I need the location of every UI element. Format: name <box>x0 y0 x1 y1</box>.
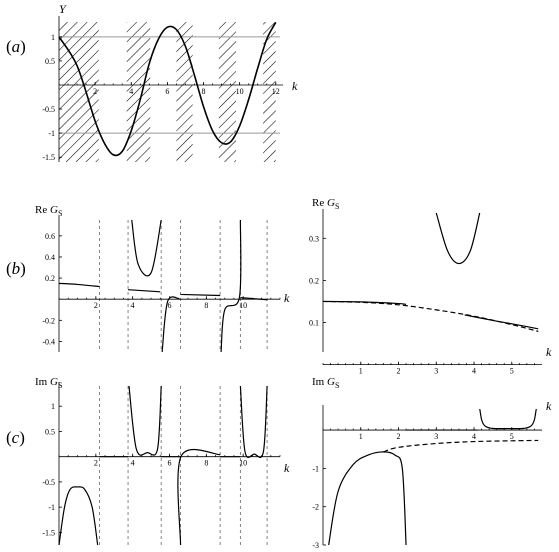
y-tick-label--0.5: -0.5 <box>42 478 55 487</box>
y-tick-label--1: -1 <box>48 503 55 512</box>
series-line-6 <box>239 385 268 459</box>
y-tick-label--1: -1 <box>48 129 55 138</box>
series-line-1 <box>128 289 161 293</box>
panel-a-xlabel: k <box>292 79 298 93</box>
panel-label-a: (a) <box>6 37 26 56</box>
x-tick-label-2: 2 <box>397 432 401 441</box>
series-line-5 <box>161 296 181 353</box>
panel-a-ylabel: Y <box>59 2 67 16</box>
series-line-0 <box>328 451 407 546</box>
x-tick-label-3: 3 <box>434 367 438 376</box>
panel-b-left-ylabel: Re GS <box>35 204 62 218</box>
y-tick-label-0.5: 0.5 <box>45 57 55 66</box>
x-tick-label-1: 1 <box>359 367 363 376</box>
panel-c-left-xlabel: k <box>284 461 290 475</box>
x-tick-label-5: 5 <box>510 432 514 441</box>
y-tick-label-0.5: 0.5 <box>45 427 55 436</box>
x-tick-label-4: 4 <box>129 87 133 96</box>
series-line-4 <box>131 219 162 277</box>
x-tick-label-6: 6 <box>165 87 169 96</box>
series-line-2 <box>128 385 162 456</box>
series-line-3 <box>240 297 268 301</box>
y-tick-label-0.1: 0.1 <box>309 319 319 328</box>
y-tick-label--1: -1 <box>312 464 319 473</box>
series-line-4 <box>177 448 221 546</box>
x-tick-label-10: 10 <box>236 87 244 96</box>
panel-b-right-ylabel: Re GS <box>312 197 339 211</box>
x-tick-label-2: 2 <box>94 301 98 310</box>
y-tick-label-1: 1 <box>51 33 55 42</box>
dashed-series-line-0 <box>322 300 539 332</box>
series-line-0 <box>58 282 100 288</box>
panel-label-c: (c) <box>6 428 25 447</box>
panel-b-right-xlabel: k <box>546 345 552 359</box>
hatched-band-4 <box>263 22 276 162</box>
x-tick-label-10: 10 <box>239 459 247 468</box>
y-tick-label--1.5: -1.5 <box>42 528 55 537</box>
series-line-2 <box>479 408 537 430</box>
series-line-6 <box>220 219 242 353</box>
chart-panel-c-left: 2 4 6 8 10 1 0.5 -0.5 -1 -1.5 <box>42 382 281 546</box>
y-tick-label-0.4: 0.4 <box>45 253 55 262</box>
x-tick-label-3: 3 <box>434 432 438 441</box>
panel-b-left-xlabel: k <box>284 291 290 305</box>
y-tick-label-0.2: 0.2 <box>45 274 55 283</box>
hatched-band-3 <box>218 22 237 162</box>
x-tick-label-2: 2 <box>94 459 98 468</box>
x-tick-label-8: 8 <box>204 301 208 310</box>
y-tick-label--2: -2 <box>312 503 319 512</box>
y-tick-label--1.5: -1.5 <box>42 153 55 162</box>
x-tick-label-8: 8 <box>202 87 206 96</box>
x-tick-label-4: 4 <box>472 432 476 441</box>
panel-label-b: (b) <box>6 259 26 278</box>
x-tick-label-12: 12 <box>272 87 280 96</box>
x-tick-label-8: 8 <box>204 459 208 468</box>
x-tick-label-10: 10 <box>239 301 247 310</box>
y-tick-label-1: 1 <box>51 402 55 411</box>
chart-panel-b-right: 1 2 3 4 5 0.3 0.2 0.1 <box>309 209 542 376</box>
chart-panel-a: 2 4 6 8 10 12 1 0.5 -0.5 -1 -1.5 <box>42 16 283 162</box>
y-tick-label--0.2: -0.2 <box>42 316 55 325</box>
y-tick-label--0.5: -0.5 <box>42 105 55 114</box>
y-tick-label-0.6: 0.6 <box>45 232 55 241</box>
chart-panel-b-left: 2 4 6 8 10 0.6 0.4 0.2 -0.2 -0.4 <box>42 216 281 353</box>
series-line-0 <box>58 22 277 157</box>
x-tick-label-4: 4 <box>472 367 476 376</box>
panel-c-right-ylabel: Im GS <box>312 376 339 390</box>
chart-panel-c-right: 1 2 3 4 5 -1 -2 -3 <box>312 405 542 550</box>
x-tick-label-4: 4 <box>131 459 135 468</box>
x-tick-label-5: 5 <box>510 367 514 376</box>
y-tick-label--0.4: -0.4 <box>42 337 55 346</box>
series-line-2 <box>180 293 221 297</box>
y-tick-label-0.3: 0.3 <box>309 234 319 243</box>
x-tick-label-6: 6 <box>168 301 172 310</box>
y-tick-label-0.2: 0.2 <box>309 276 319 285</box>
series-line-2 <box>435 212 481 265</box>
panel-c-left-ylabel: Im GS <box>35 376 62 390</box>
series-line-0 <box>58 486 99 546</box>
x-tick-label-6: 6 <box>168 459 172 468</box>
dashed-series-line-0 <box>383 439 539 453</box>
x-tick-label-4: 4 <box>131 301 135 310</box>
x-tick-label-1: 1 <box>359 432 363 441</box>
y-tick-label--3: -3 <box>312 541 319 550</box>
x-tick-label-2: 2 <box>93 87 97 96</box>
x-tick-label-2: 2 <box>397 367 401 376</box>
panel-c-right-xlabel: k <box>546 399 552 413</box>
